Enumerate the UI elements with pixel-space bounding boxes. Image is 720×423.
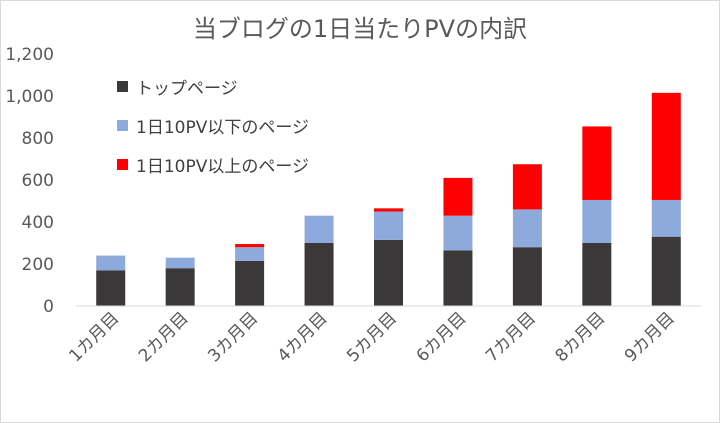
legend-swatch: [117, 81, 128, 92]
bar-segment-series-2: [651, 199, 681, 237]
x-tick-label: 5カ月目: [343, 308, 401, 366]
bar-segment-series-3: [443, 177, 473, 216]
legend-item: トップページ: [117, 67, 309, 106]
x-tick-label: 6カ月目: [413, 308, 471, 366]
bar-segment-series-1: [96, 270, 126, 306]
bar-segment-series-2: [304, 215, 334, 243]
bar-segment-series-1: [651, 236, 681, 306]
y-tick-label: 0: [43, 297, 54, 317]
legend-item: 1日10PV以下のページ: [117, 106, 309, 145]
bar-segment-series-3: [374, 208, 403, 212]
legend-swatch: [117, 120, 128, 131]
bar-segment-series-1: [512, 247, 542, 306]
chart-title: 当ブログの1日当たりPVの内訳: [192, 15, 528, 43]
x-tick-label: 2カ月目: [135, 308, 193, 366]
y-tick-label: 600: [22, 171, 54, 191]
bar-segment-series-1: [582, 243, 612, 306]
bar-segment-series-2: [374, 211, 403, 240]
x-tick-label: 7カ月目: [482, 308, 540, 366]
x-tick-label: 4カ月目: [274, 308, 332, 366]
legend-label: トップページ: [136, 79, 238, 99]
legend-label: 1日10PV以上のページ: [136, 157, 309, 177]
y-tick-label: 800: [22, 129, 54, 149]
y-tick-label: 400: [22, 213, 54, 233]
y-tick-label: 1,200: [5, 45, 54, 65]
x-tick-label: 1カ月目: [65, 308, 123, 366]
bar-segment-series-3: [651, 92, 681, 200]
x-tick-label: 8カ月目: [552, 308, 610, 366]
bar-segment-series-1: [165, 268, 195, 306]
bar-segment-series-2: [443, 215, 473, 251]
bar-segment-series-2: [582, 199, 612, 243]
bar-segment-series-3: [582, 126, 612, 200]
y-tick-label: 200: [22, 255, 54, 275]
bar-segment-series-3: [235, 244, 265, 248]
bar-segment-series-1: [443, 250, 473, 306]
legend-label: 1日10PV以下のページ: [136, 118, 309, 138]
legend-item: 1日10PV以上のページ: [117, 145, 309, 184]
y-tick-label: 1,000: [5, 87, 54, 107]
bar-segment-series-2: [235, 247, 265, 261]
bar-segment-series-2: [96, 255, 126, 271]
chart-legend: トップページ 1日10PV以下のページ 1日10PV以上のページ: [117, 67, 309, 184]
x-tick-label: 9カ月目: [621, 308, 679, 366]
bar-segment-series-1: [374, 239, 403, 306]
x-tick-label: 3カ月目: [204, 308, 262, 366]
bar-segment-series-2: [512, 209, 542, 248]
legend-swatch: [117, 159, 128, 170]
bar-segment-series-2: [165, 257, 195, 269]
bar-segment-series-1: [304, 243, 334, 306]
bar-segment-series-3: [512, 164, 542, 210]
bar-segment-series-1: [235, 260, 265, 306]
